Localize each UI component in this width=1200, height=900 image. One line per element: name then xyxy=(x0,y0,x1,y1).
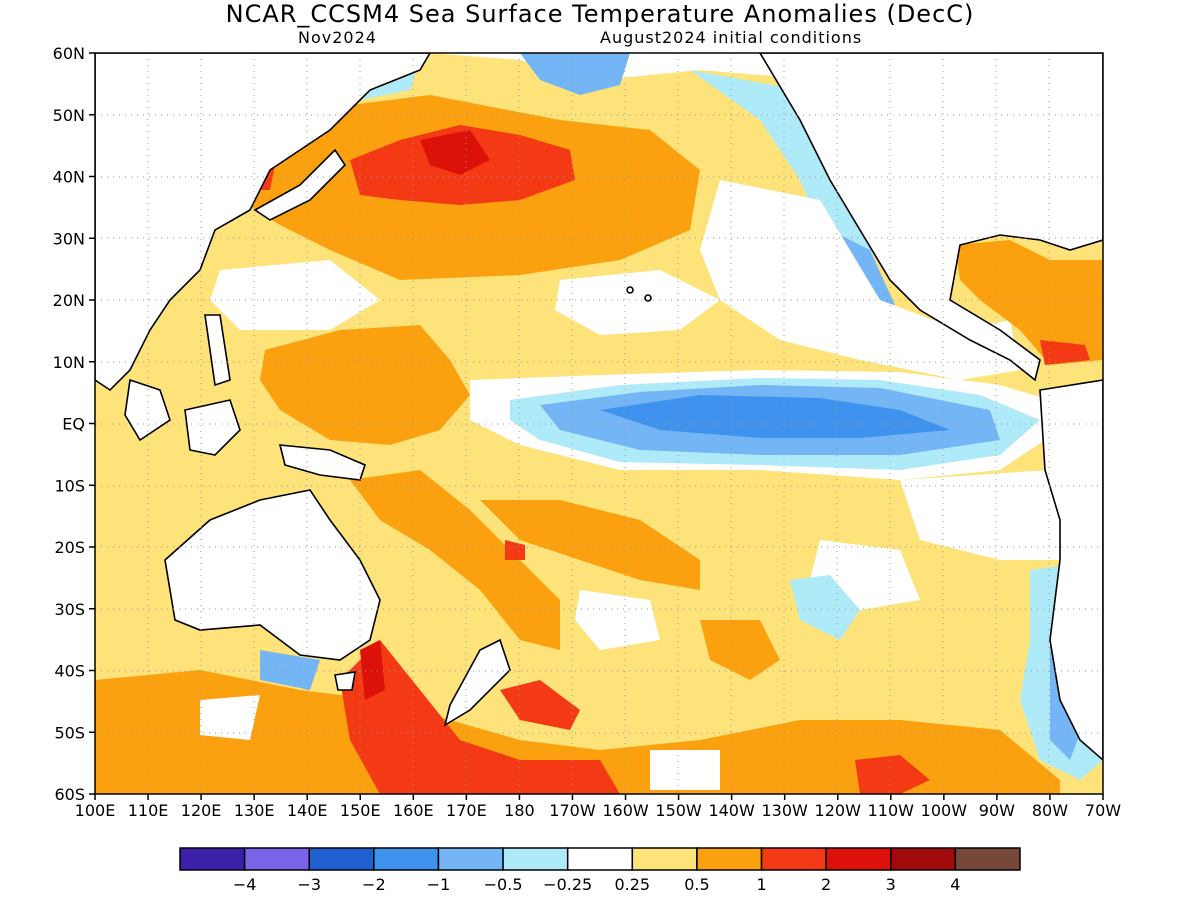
lat-tick-label: 20N xyxy=(53,291,85,310)
lon-tick-label: 100W xyxy=(921,801,968,820)
anomaly-field xyxy=(95,53,1103,794)
lat-tick-label: 60N xyxy=(53,44,85,63)
lon-tick-label: 130E xyxy=(234,801,275,820)
lat-tick-label: 30S xyxy=(54,600,85,619)
colorbar-swatch xyxy=(502,847,569,871)
warm-band-southern-ocean xyxy=(95,670,1060,794)
neutral-patch-southern-ocean xyxy=(200,695,260,740)
colorbar-label: −3 xyxy=(297,875,321,894)
lat-tick-label: 40N xyxy=(53,168,85,187)
warm-patch-south-pacific xyxy=(700,620,780,680)
land-masses xyxy=(95,53,1103,762)
neutral-patch-south-1 xyxy=(575,590,660,650)
hot-patch-caribbean xyxy=(1040,340,1090,365)
warm-region-gulf-caribbean xyxy=(955,240,1103,365)
colorbar-label: −0.25 xyxy=(543,875,592,894)
coldest-core-equator xyxy=(600,395,950,438)
lon-tick-label: 150E xyxy=(340,801,381,820)
lon-tick-label: 110W xyxy=(868,801,915,820)
lon-tick-label: 110E xyxy=(128,801,169,820)
grid-lines xyxy=(95,53,1103,794)
colorbar-swatch xyxy=(954,847,1021,871)
colorbar-swatch xyxy=(890,847,957,871)
cool-patch-south-east xyxy=(790,575,860,640)
lon-tick-label: 100E xyxy=(75,801,116,820)
lat-tick-label: 10S xyxy=(54,476,85,495)
colorbar-swatch xyxy=(760,847,827,871)
neutral-patch-hawaii xyxy=(555,270,720,335)
colorbar-label: 0.5 xyxy=(684,875,709,894)
lon-tick-label: 180 xyxy=(504,801,535,820)
hot-patch-south-central xyxy=(855,755,930,794)
colorbar-swatch xyxy=(825,847,892,871)
longitude-axis: 100E 110E 120E 130E 140E 150E 160E 170E 180 170W 1… xyxy=(75,794,1121,820)
hot-patch-nz-east xyxy=(500,680,580,730)
lon-tick-label: 80W xyxy=(1032,801,1068,820)
lon-tick-label: 90W xyxy=(979,801,1015,820)
colorbar-label: −1 xyxy=(427,875,451,894)
colorbar: −4 −3 −2 −1 −0.5 −0.25 0.25 0.5 1 2 3 4 xyxy=(179,847,1021,894)
hottest-patch-tasman xyxy=(360,640,385,700)
lat-tick-label: 40S xyxy=(54,662,85,681)
lat-tick-label: 60S xyxy=(54,785,85,804)
lat-tick-label: 50S xyxy=(54,723,85,742)
lon-tick-label: 70W xyxy=(1085,801,1121,820)
neutral-patch-southern-ocean-2 xyxy=(650,750,720,790)
colorbar-swatch xyxy=(308,847,375,871)
colorbar-label: 0.25 xyxy=(614,875,650,894)
colorbar-swatch xyxy=(243,847,310,871)
lon-tick-label: 170E xyxy=(446,801,487,820)
map-title: NCAR_CCSM4 Sea Surface Temperature Anoma… xyxy=(225,0,975,28)
colorbar-label: −0.5 xyxy=(484,875,523,894)
warm-pool-west-pacific xyxy=(260,325,470,445)
latitude-axis: 60N 50N 40N 30N 20N 10N EQ 10S 20S 30S 40S 50S 60S xyxy=(53,44,95,804)
lat-tick-label: 30N xyxy=(53,229,85,248)
lat-tick-label: 50N xyxy=(53,106,85,125)
lat-tick-label: 20S xyxy=(54,538,85,557)
cool-patch-south-australia xyxy=(260,650,320,690)
warm-band-south-central xyxy=(480,500,700,590)
colorbar-swatch xyxy=(179,847,246,871)
lon-tick-label: 160W xyxy=(602,801,649,820)
colorbar-label: −2 xyxy=(362,875,386,894)
lon-tick-label: 140E xyxy=(287,801,328,820)
hot-patch-tasman xyxy=(340,640,620,794)
lon-tick-label: 140W xyxy=(708,801,755,820)
lon-tick-label: 120E xyxy=(181,801,222,820)
cool-patch-bering xyxy=(520,53,630,95)
colorbar-label: 4 xyxy=(950,875,960,894)
colorbar-swatch xyxy=(566,847,634,871)
neutral-patch-west-subtropic xyxy=(210,260,380,330)
colorbar-swatch xyxy=(696,847,763,871)
hottest-core-north-pacific xyxy=(420,130,490,175)
lon-tick-label: 170W xyxy=(549,801,596,820)
lon-tick-label: 120W xyxy=(815,801,862,820)
initial-conditions-label: August2024 initial conditions xyxy=(600,28,863,47)
colorbar-swatch xyxy=(631,847,698,871)
colorbar-swatch xyxy=(437,847,504,871)
colorbar-swatch xyxy=(373,847,440,871)
warm-band-spcz xyxy=(350,470,560,650)
colorbar-label: 1 xyxy=(756,875,766,894)
lat-tick-label: EQ xyxy=(62,415,85,434)
hot-patch-fiji xyxy=(505,540,525,560)
lat-tick-label: 10N xyxy=(53,353,85,372)
colorbar-label: 2 xyxy=(821,875,831,894)
lon-tick-label: 150W xyxy=(655,801,702,820)
lon-tick-label: 130W xyxy=(762,801,809,820)
forecast-month: Nov2024 xyxy=(298,28,377,47)
colorbar-label: 3 xyxy=(886,875,896,894)
colorbar-label: −4 xyxy=(233,875,257,894)
neutral-region-east-pacific xyxy=(700,180,1020,380)
lon-tick-label: 160E xyxy=(393,801,434,820)
